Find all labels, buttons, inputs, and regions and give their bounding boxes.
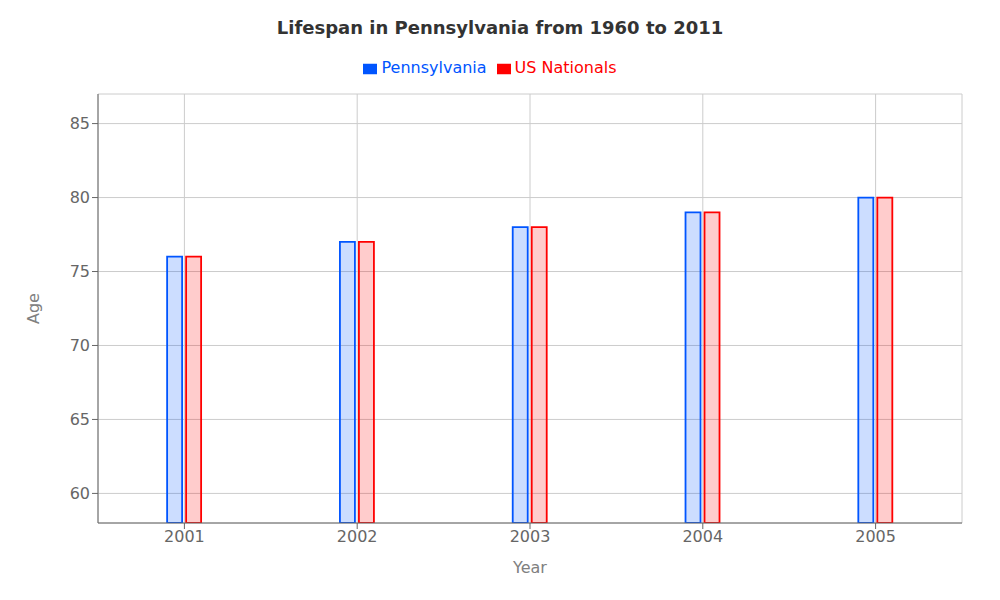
svg-text:2001: 2001 (164, 527, 205, 546)
svg-text:2005: 2005 (855, 527, 896, 546)
svg-text:70: 70 (70, 336, 90, 355)
html-text:Pennsylvania: Pennsylvania (381, 58, 487, 77)
svg-text:Year: Year (512, 558, 547, 577)
html-text:Lifespan in Pennsylvania from: Lifespan in Pennsylvania from 1960 to 20… (276, 17, 724, 38)
svg-text:60: 60 (70, 484, 90, 503)
svg-text:Age: Age (24, 293, 43, 324)
html-text:US Nationals: US Nationals (514, 58, 617, 77)
svg-text:85: 85 (70, 114, 90, 133)
svg-text:2004: 2004 (682, 527, 723, 546)
svg-text:65: 65 (70, 410, 90, 429)
svg-text:75: 75 (70, 262, 90, 281)
svg-text:2003: 2003 (510, 527, 551, 546)
svg-text:2002: 2002 (337, 527, 378, 546)
svg-text:80: 80 (70, 188, 90, 207)
